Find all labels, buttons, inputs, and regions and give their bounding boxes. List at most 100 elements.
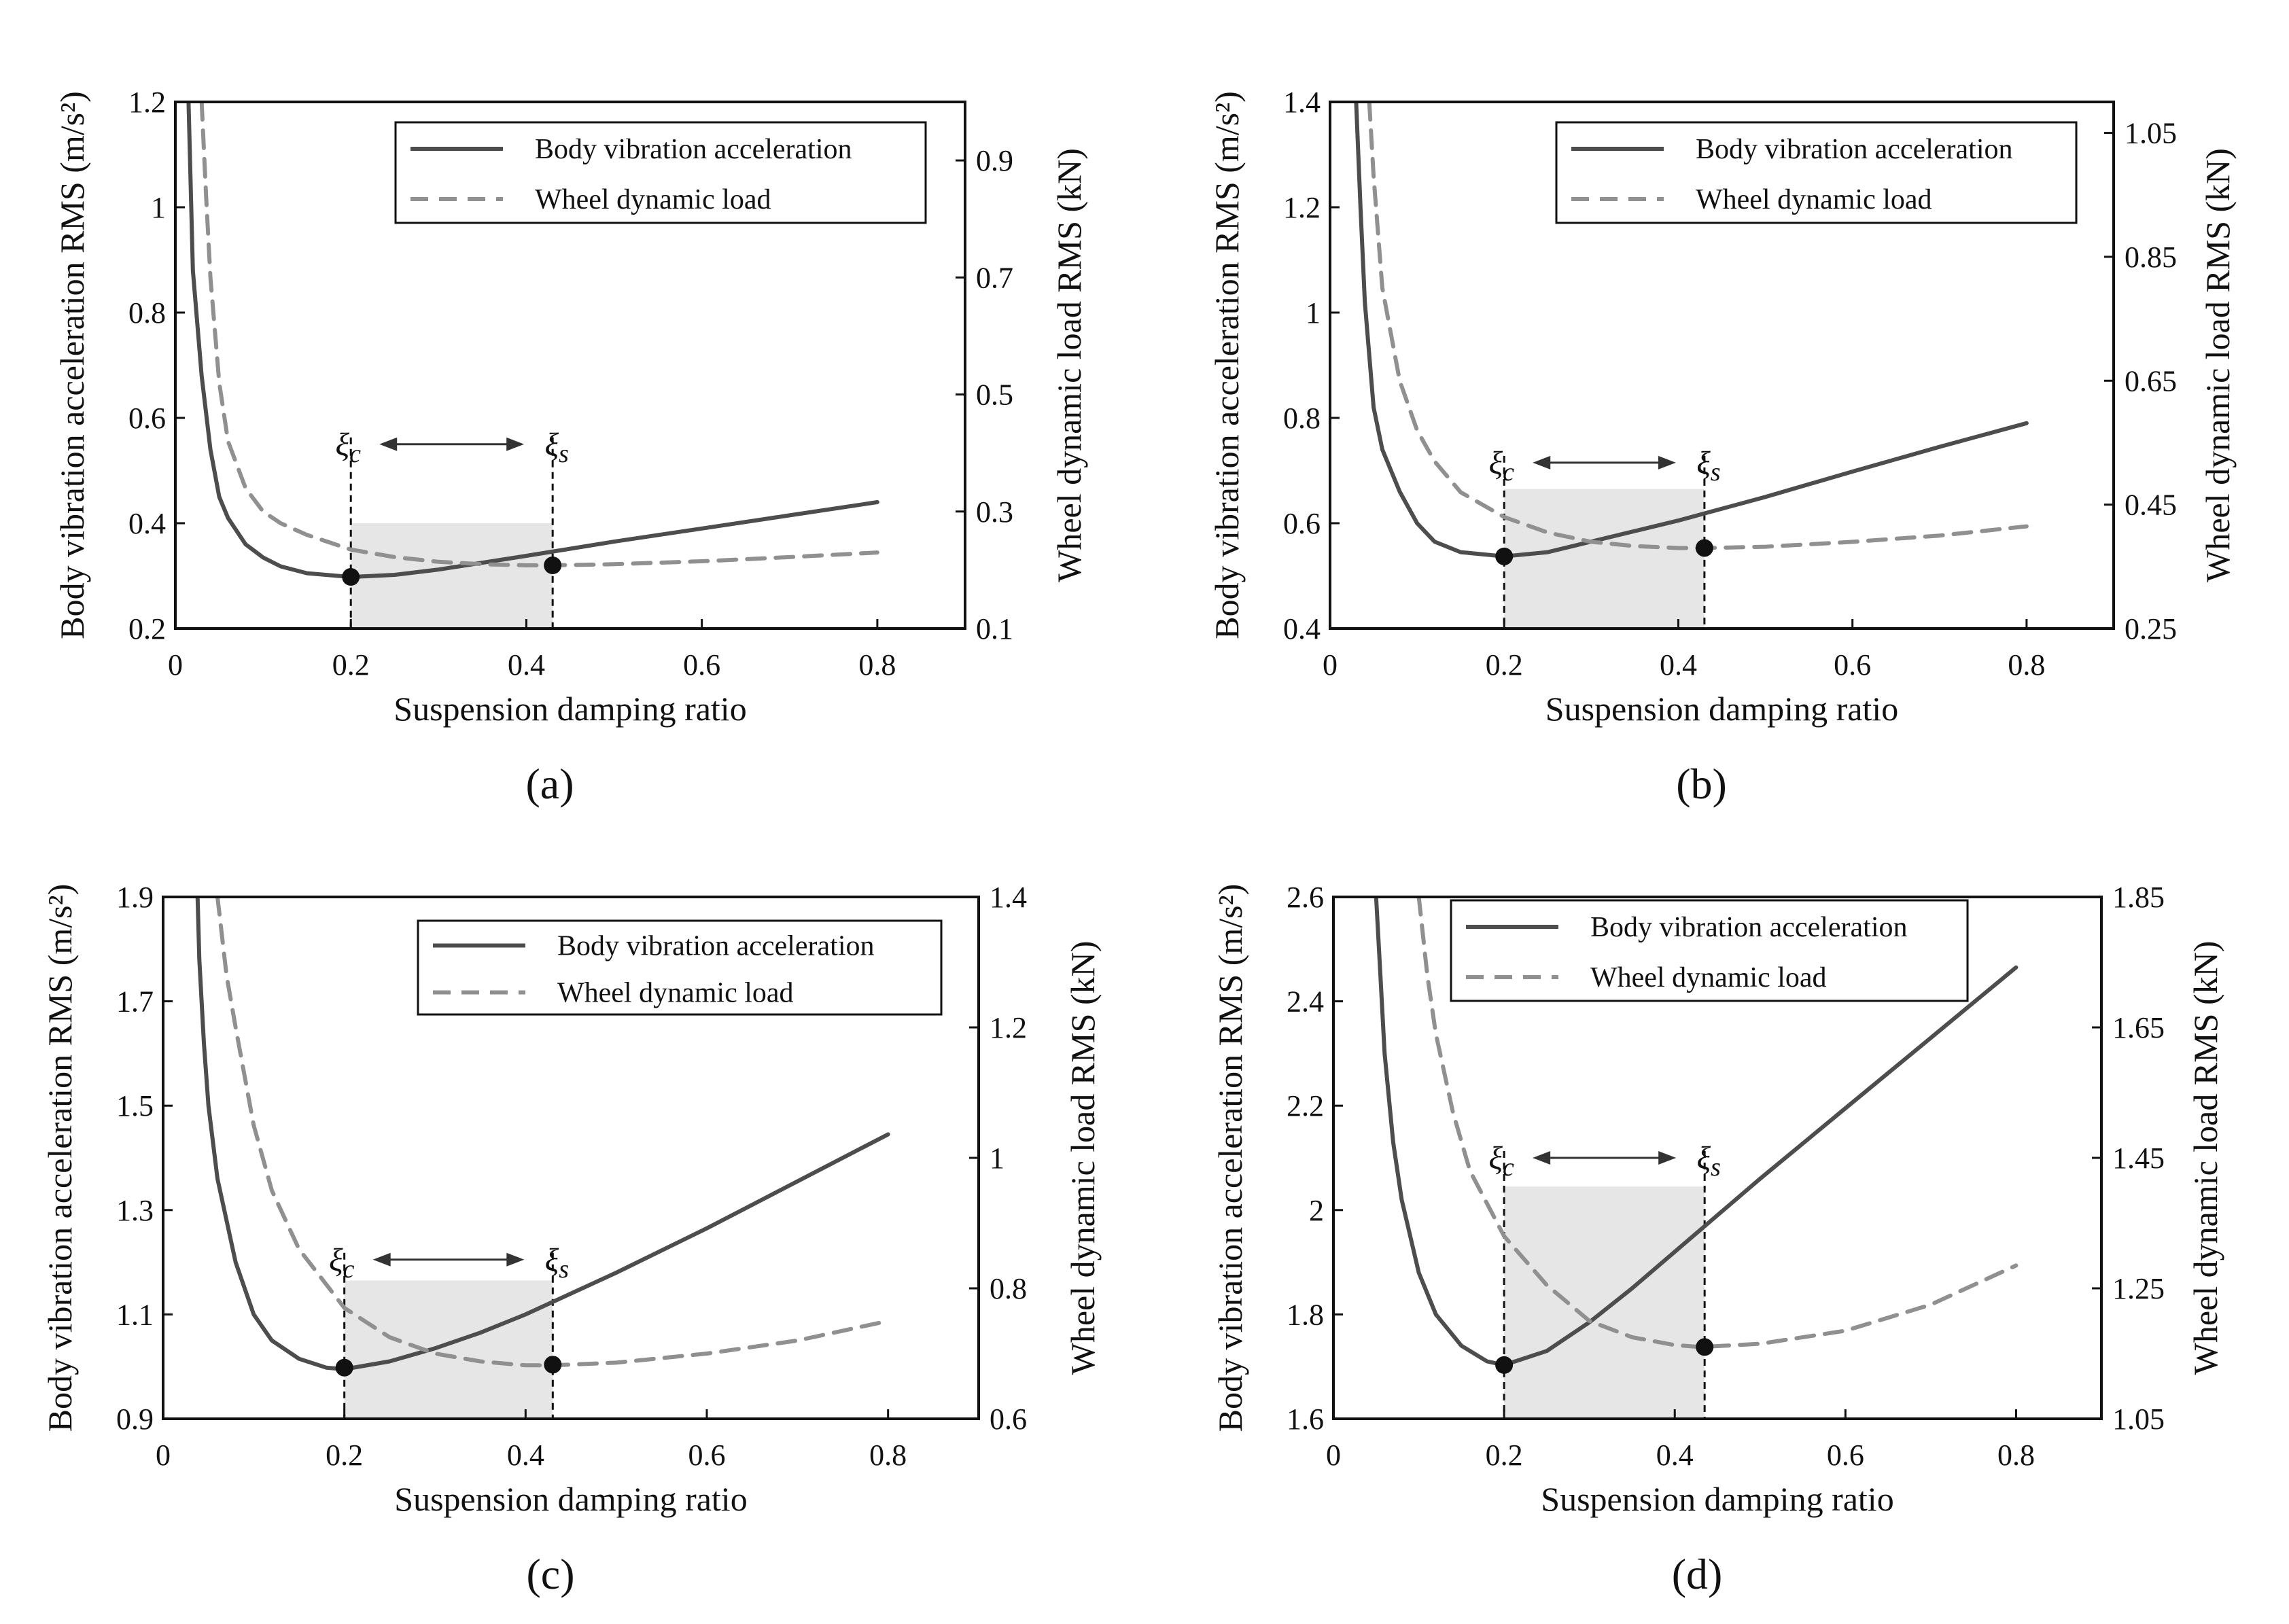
y2-tick-label: 0.5 (976, 378, 1013, 412)
xi-c-point-marker (335, 1358, 353, 1377)
xi-c-label: ξc (1489, 445, 1515, 487)
y2-axis-label: Wheel dynamic load RMS (kN) (2199, 148, 2237, 582)
xi-s-label: ξs (544, 427, 568, 468)
y-tick-label: 0.9 (116, 1402, 154, 1436)
xi-s-subscript: s (1711, 1153, 1721, 1182)
xi-s-point-marker (544, 1356, 562, 1374)
range-arrow-head-left (1533, 455, 1551, 470)
y2-tick-label: 0.45 (2125, 489, 2177, 522)
x-tick-label: 0.4 (507, 1438, 544, 1472)
plot-frame (1329, 101, 2115, 630)
x-tick-label: 0.2 (1486, 648, 1523, 682)
y2-tick-label: 0.8 (990, 1272, 1027, 1305)
y2-tick-label: 0.3 (976, 495, 1013, 529)
y-tick-label: 1 (1306, 296, 1321, 330)
x-tick-label: 0 (1326, 1438, 1341, 1472)
x-tick-label: 0.4 (1660, 648, 1697, 682)
xi-s-point-marker (1695, 539, 1713, 557)
legend-label-wheel: Wheel dynamic load (1590, 962, 1827, 993)
x-tick-label: 0.4 (1656, 1438, 1694, 1472)
y2-tick-label: 1.05 (2112, 1402, 2165, 1436)
y-tick-label: 2.2 (1287, 1089, 1324, 1123)
range-arrow-head-left (1533, 1151, 1551, 1165)
x-tick-label: 0.2 (1486, 1438, 1523, 1472)
panel-d: 0 0.2 0.4 0.6 0.8 1.6 1.8 2 2.2 2.4 2.6 1.05 1.25 1.4… (1211, 881, 2224, 1598)
y-axis-label: Body vibration acceleration RMS (m/s²) (1211, 884, 1249, 1432)
x-tick-label: 0.6 (688, 1438, 726, 1472)
y2-tick-label: 0.6 (990, 1402, 1027, 1436)
xi-c-label: ξc (1488, 1140, 1514, 1182)
xi-c-subscript: c (1503, 458, 1514, 487)
y-axis-label: Body vibration acceleration RMS (m/s²) (41, 884, 79, 1432)
y-tick-label: 0.6 (1283, 507, 1321, 540)
range-arrow-head-right (1658, 1151, 1677, 1165)
x-tick-label: 0.8 (2008, 648, 2045, 682)
x-axis-label: Suspension damping ratio (394, 1480, 747, 1518)
legend-label-wheel: Wheel dynamic load (1696, 184, 1932, 215)
y-tick-label: 1.5 (116, 1089, 154, 1123)
xi-c-symbol: ξ (336, 427, 350, 463)
y2-tick-label: 1.2 (990, 1011, 1027, 1044)
y2-tick-label: 1.45 (2112, 1142, 2165, 1175)
y2-tick-label: 0.1 (976, 612, 1013, 646)
x-axis-label: Suspension damping ratio (394, 690, 746, 728)
xi-c-symbol: ξ (1489, 445, 1503, 481)
y2-axis-label: Wheel dynamic load RMS (kN) (1050, 148, 1088, 582)
y-tick-label: 0.4 (128, 507, 166, 540)
y-tick-label: 0.6 (128, 402, 166, 435)
xi-s-subscript: s (559, 1255, 569, 1284)
xi-c-symbol: ξ (1488, 1140, 1503, 1176)
y-tick-label: 1.2 (1283, 191, 1321, 224)
panel-label: (b) (1676, 760, 1727, 808)
y2-axis-label: Wheel dynamic load RMS (kN) (2186, 941, 2224, 1375)
xi-s-label: ξs (545, 1242, 569, 1284)
y-tick-label: 1.9 (116, 881, 154, 914)
legend-label-wheel: Wheel dynamic load (557, 978, 794, 1009)
y-axis-label: Body vibration acceleration RMS (m/s²) (53, 91, 91, 639)
xi-s-subscript: s (1711, 458, 1721, 487)
xi-c-subscript: c (349, 440, 361, 468)
x-tick-label: 0.6 (1834, 648, 1871, 682)
x-tick-label: 0 (156, 1438, 171, 1472)
xi-c-label: ξc (336, 427, 362, 468)
xi-s-subscript: s (559, 440, 569, 468)
y2-tick-label: 0.85 (2125, 241, 2177, 274)
range-arrow-head-left (379, 437, 398, 451)
y-axis-label: Body vibration acceleration RMS (m/s²) (1208, 91, 1246, 639)
x-tick-label: 0 (1323, 648, 1338, 682)
y-tick-label: 2.4 (1287, 985, 1324, 1019)
damping-range-region (344, 1280, 553, 1419)
y2-tick-label: 1.05 (2125, 117, 2177, 150)
panel-label: (c) (526, 1550, 574, 1598)
panel-label: (a) (525, 760, 574, 808)
x-axis-label: Suspension damping ratio (1545, 690, 1898, 728)
y2-tick-label: 1.25 (2112, 1272, 2165, 1305)
xi-c-point-marker (1495, 1356, 1514, 1374)
y-tick-label: 0.4 (1283, 612, 1321, 646)
damping-range-region (1504, 1186, 1705, 1419)
y-tick-label: 1.7 (116, 985, 154, 1019)
legend-label-body: Body vibration acceleration (535, 134, 852, 165)
y-tick-label: 1.8 (1287, 1298, 1324, 1331)
y2-tick-label: 0.7 (976, 261, 1013, 294)
xi-s-symbol: ξ (1696, 1140, 1711, 1176)
plot-frame (174, 101, 966, 630)
xi-c-point-marker (1495, 547, 1514, 565)
y2-axis-label: Wheel dynamic load RMS (kN) (1064, 941, 1102, 1375)
x-tick-label: 0.2 (326, 1438, 363, 1472)
y-tick-label: 2 (1309, 1194, 1324, 1227)
wheel-load-series-line (199, 102, 879, 567)
panel-label: (d) (1672, 1550, 1723, 1598)
y2-tick-label: 1.4 (990, 881, 1027, 914)
wheel-load-series-line (1367, 102, 2029, 550)
range-arrow-head-right (506, 437, 525, 451)
xi-c-symbol: ξ (329, 1242, 343, 1278)
y-tick-label: 1 (151, 191, 166, 224)
y2-tick-label: 0.9 (976, 144, 1013, 177)
x-tick-label: 0.6 (1827, 1438, 1864, 1472)
xi-c-subscript: c (343, 1255, 355, 1284)
range-arrow-head-right (506, 1252, 525, 1267)
legend-box (394, 121, 927, 224)
legend-label-body: Body vibration acceleration (1696, 134, 2013, 165)
